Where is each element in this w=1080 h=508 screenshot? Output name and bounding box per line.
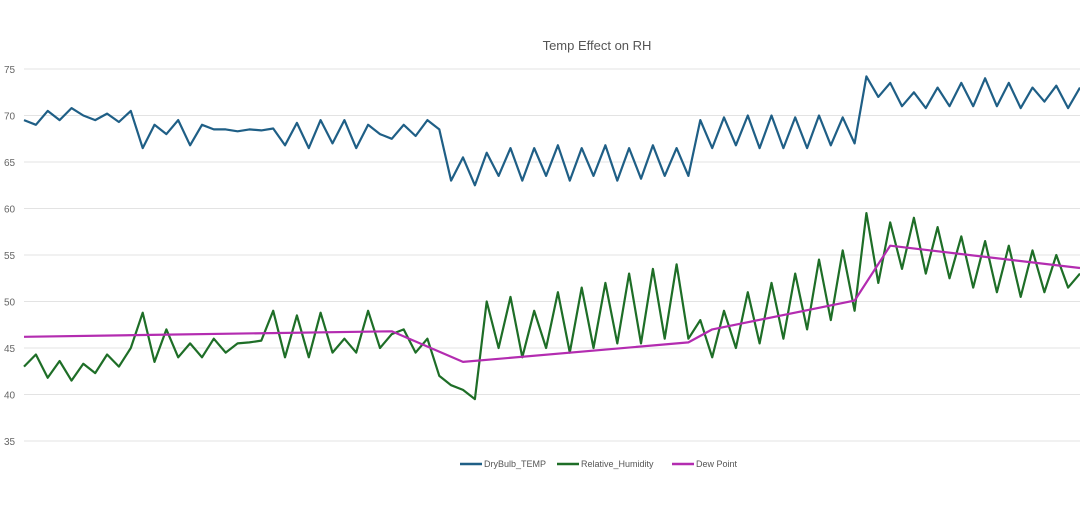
y-tick-label: 75 (4, 65, 16, 76)
y-tick-label: 65 (4, 158, 16, 169)
legend-label: Relative_Humidity (581, 459, 654, 469)
y-tick-label: 55 (4, 251, 16, 262)
legend: DryBulb_TEMP Relative_Humidity Dew Point (460, 459, 738, 469)
y-tick-label: 60 (4, 205, 16, 216)
series-line-drybulb-temp (23, 75, 1080, 187)
y-tick-label: 45 (4, 344, 16, 355)
legend-label: Dew Point (696, 459, 738, 469)
chart-title: Temp Effect on RH (543, 38, 652, 53)
y-tick-label: 40 (4, 391, 16, 402)
series-line-dew-point (23, 244, 1080, 363)
series-line-relative-humidity (23, 212, 1080, 401)
y-tick-label: 70 (4, 112, 16, 123)
legend-label: DryBulb_TEMP (484, 459, 546, 469)
y-tick-label: 35 (4, 437, 16, 448)
y-tick-label: 50 (4, 298, 16, 309)
